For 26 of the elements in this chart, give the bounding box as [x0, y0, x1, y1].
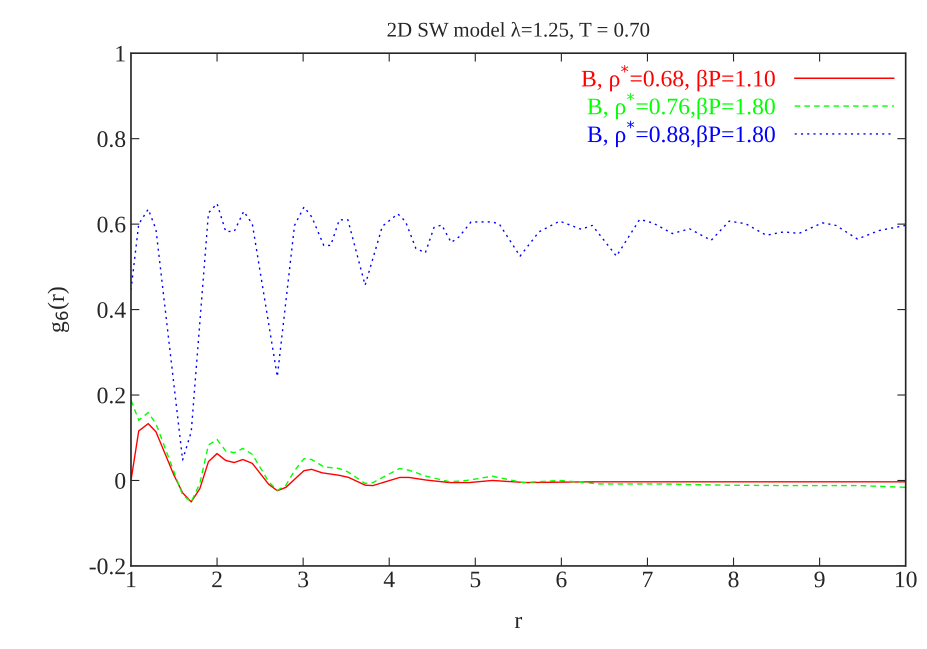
- x-tick-label: 4: [384, 572, 395, 588]
- x-tick-label: 1: [127, 572, 136, 588]
- x-tick-label: 10: [896, 571, 917, 588]
- y-tick-label: 0.4: [98, 302, 126, 318]
- y-tick-label: 0.8: [98, 131, 126, 148]
- x-tick-label: 9: [814, 572, 825, 588]
- y-tick-label: 0.6: [98, 216, 126, 233]
- y-tick-label: 0.2: [98, 388, 125, 404]
- x-tick-label: 8: [728, 571, 739, 588]
- legend-label: B, ρ$^{*}$=0.88,βP=1.80: [588, 120, 775, 148]
- legend-label: B, ρ$^{*}$=0.68, βP=1.10: [582, 65, 775, 92]
- line-series: [130, 422, 906, 503]
- chart-title: 2D SW model λ=1.25, T = 0.70: [388, 22, 650, 40]
- x-tick-label: 6: [556, 572, 567, 588]
- y-tick-label: 0: [115, 472, 126, 489]
- x-axis-title: r: [514, 616, 522, 628]
- x-tick-label: 3: [298, 572, 308, 588]
- x-tick-label: 5: [470, 572, 480, 588]
- y-tick-label: -0.2: [90, 558, 125, 574]
- y-tick-label: 1: [116, 46, 125, 62]
- y-axis-title: g$_{6}$(r): [48, 287, 70, 332]
- x-tick-label: 2: [212, 572, 222, 588]
- line-series: [130, 202, 906, 461]
- line-series: [130, 399, 906, 503]
- legend-label: B, ρ$^{*}$=0.76,βP=1.80: [588, 92, 775, 120]
- x-tick-label: 7: [643, 572, 653, 588]
